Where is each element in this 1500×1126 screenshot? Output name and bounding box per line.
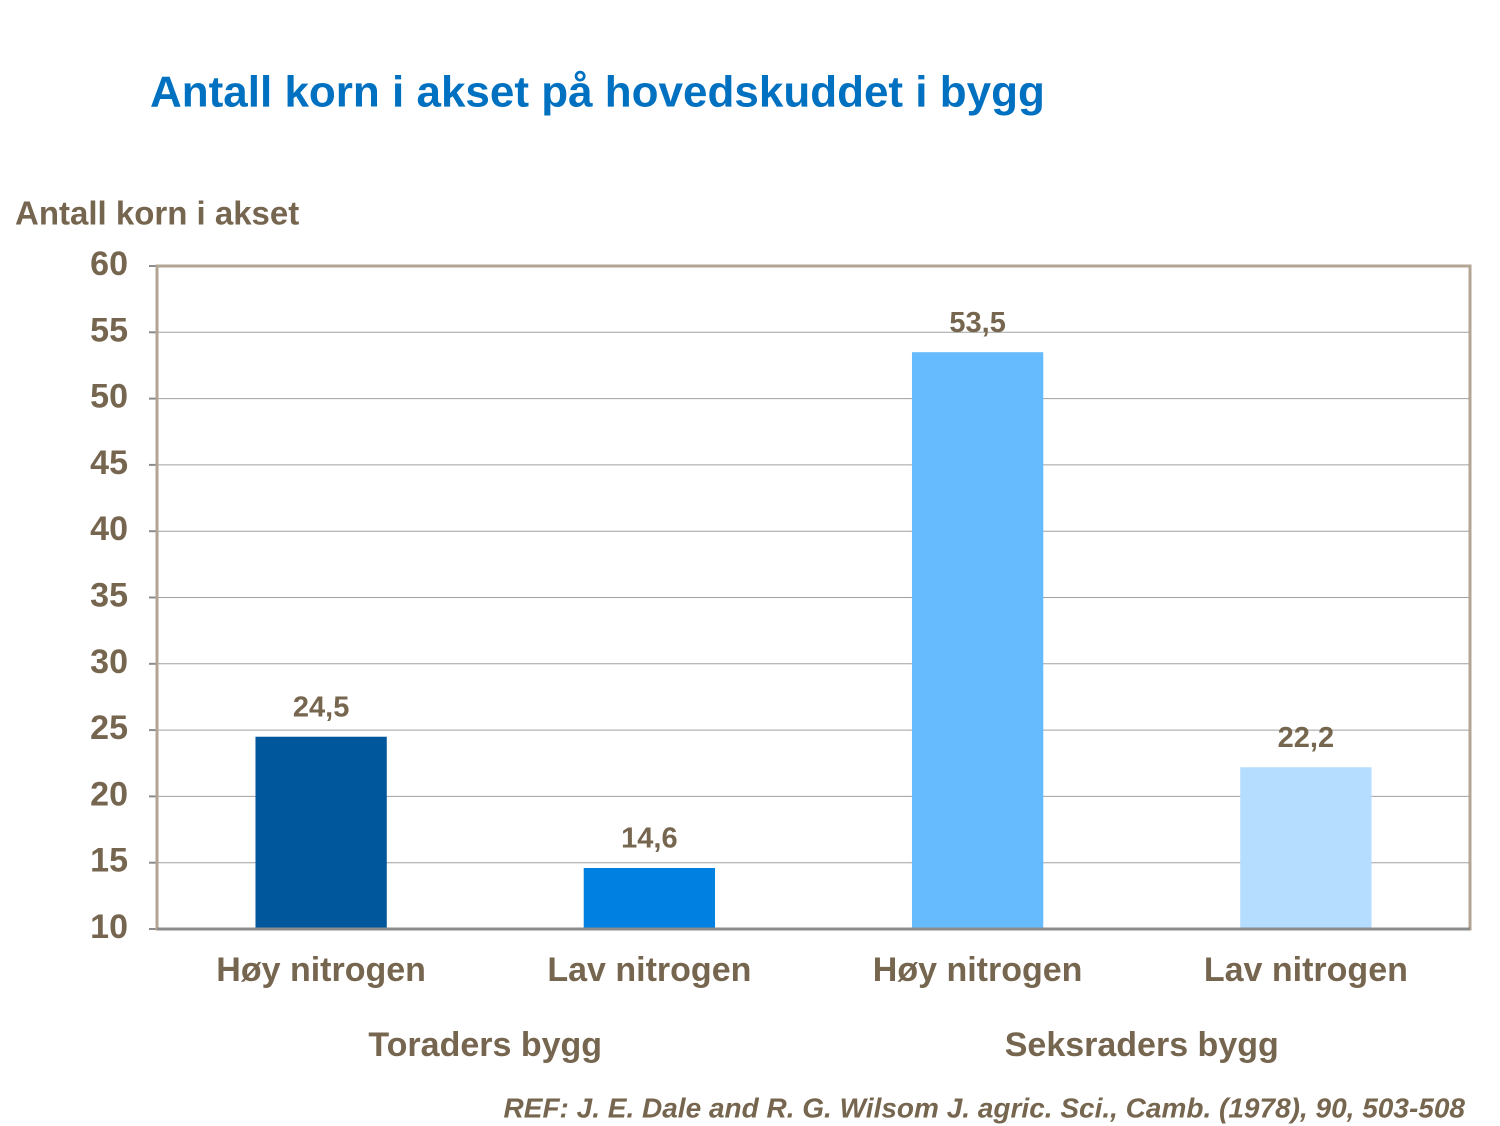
bar xyxy=(583,868,716,929)
y-tick-label: 50 xyxy=(90,378,128,416)
data-label: 53,5 xyxy=(949,307,1005,339)
y-tick-label: 35 xyxy=(90,576,128,614)
data-label: 14,6 xyxy=(621,823,677,855)
x-tick-label: Høy nitrogen xyxy=(873,951,1083,989)
y-tick-label: 20 xyxy=(90,775,128,813)
bar xyxy=(1240,767,1372,929)
group-label: Toraders bygg xyxy=(368,1026,602,1064)
reference-note: REF: J. E. Dale and R. G. Wilsom J. agri… xyxy=(504,1092,1466,1123)
x-tick-label: Høy nitrogen xyxy=(216,951,426,989)
y-tick-label: 55 xyxy=(90,311,128,349)
y-axis-label: Antall korn i akset xyxy=(15,195,299,232)
y-tick-label: 25 xyxy=(90,709,128,747)
x-tick-label: Lav nitrogen xyxy=(1204,951,1408,989)
bar xyxy=(255,736,387,929)
y-tick-label: 40 xyxy=(90,510,128,548)
y-tick-label: 10 xyxy=(90,908,128,946)
y-tick-label: 15 xyxy=(90,842,128,880)
y-tick-label: 60 xyxy=(90,245,128,283)
group-label: Seksraders bygg xyxy=(1005,1026,1279,1064)
data-label: 22,2 xyxy=(1278,722,1334,754)
bar xyxy=(911,352,1044,929)
chart-title: Antall korn i akset på hovedskuddet i by… xyxy=(150,68,1045,117)
data-label: 24,5 xyxy=(293,691,349,723)
x-tick-label: Lav nitrogen xyxy=(547,951,751,989)
y-tick-label: 45 xyxy=(90,444,128,482)
y-tick-label: 30 xyxy=(90,643,128,681)
